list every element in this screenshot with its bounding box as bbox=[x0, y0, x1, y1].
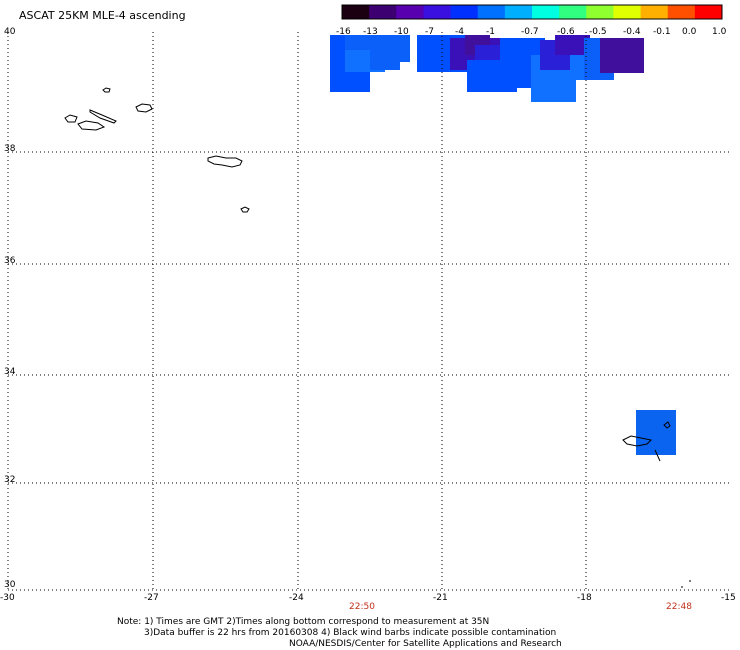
island-madeira bbox=[622, 435, 653, 447]
colorbar-swatch bbox=[342, 5, 370, 19]
colorbar-tick-label: -0.5 bbox=[589, 27, 607, 37]
lat-label-36: 36 bbox=[4, 256, 16, 266]
swath-cell bbox=[555, 35, 590, 55]
island-sao-jorge bbox=[89, 109, 117, 124]
colorbar-swatch bbox=[640, 5, 669, 19]
note-line-3: NOAA/NESDIS/Center for Satellite Applica… bbox=[289, 639, 562, 649]
colorbar-swatch bbox=[559, 5, 587, 19]
lat-label-38: 38 bbox=[4, 144, 16, 154]
lat-label-32: 32 bbox=[4, 475, 16, 485]
lon-label--18: -18 bbox=[577, 593, 592, 603]
lat-label-30: 30 bbox=[4, 580, 16, 590]
note-line-1: Note: 1) Times are GMT 2)Times along bot… bbox=[117, 617, 490, 627]
time-label-1: 22:50 bbox=[349, 602, 375, 612]
colorbar-swatch bbox=[423, 5, 452, 19]
colorbar-tick-label: -0.6 bbox=[557, 27, 575, 37]
colorbar-tick-label: -10 bbox=[394, 27, 409, 37]
madeira-wind-barb bbox=[654, 449, 661, 462]
lat-lon-grid bbox=[8, 32, 730, 590]
island-faial bbox=[64, 114, 78, 123]
colorbar-tick-label: -0.1 bbox=[653, 27, 671, 37]
lat-label-40: 40 bbox=[4, 27, 16, 37]
colorbar-tick-label: -7 bbox=[425, 27, 434, 37]
colorbar-swatch bbox=[667, 5, 696, 19]
lon-label--21: -21 bbox=[433, 593, 448, 603]
island-sao-miguel bbox=[207, 155, 243, 168]
lon-label--30: -30 bbox=[0, 593, 15, 603]
island-flores bbox=[102, 87, 111, 93]
lat-label-34: 34 bbox=[4, 367, 16, 377]
colorbar-tick-label: 0.0 bbox=[682, 27, 697, 37]
colorbar-swatch bbox=[586, 5, 614, 19]
time-label-2: 22:48 bbox=[666, 602, 692, 612]
swath-cell bbox=[600, 38, 644, 73]
coastlines bbox=[64, 87, 691, 588]
colorbar-tick-label: -1 bbox=[486, 27, 495, 37]
colorbar bbox=[341, 4, 723, 20]
island-terceira bbox=[135, 103, 153, 113]
lon-label--24: -24 bbox=[289, 593, 304, 603]
colorbar-swatch bbox=[532, 5, 560, 19]
colorbar-tick-label: -0.7 bbox=[521, 27, 539, 37]
colorbar-swatch bbox=[396, 5, 424, 19]
colorbar-swatch bbox=[369, 5, 397, 19]
island-santa-maria bbox=[240, 206, 250, 213]
lon-label--15: -15 bbox=[721, 593, 736, 603]
colorbar-tick-label: -0.4 bbox=[623, 27, 641, 37]
colorbar-tick-label: 1.0 bbox=[712, 27, 727, 37]
colorbar-tick-label: -13 bbox=[363, 27, 378, 37]
colorbar-swatch bbox=[477, 5, 506, 19]
colorbar-frame bbox=[341, 4, 723, 20]
colorbar-tick-label: -4 bbox=[455, 27, 464, 37]
island-pico bbox=[77, 120, 106, 131]
lon-label--27: -27 bbox=[144, 593, 159, 603]
colorbar-swatch bbox=[613, 5, 642, 19]
wind-swath-cells bbox=[330, 35, 676, 455]
island-porto-santo bbox=[663, 421, 671, 429]
colorbar-tick-label: -16 bbox=[336, 27, 351, 37]
colorbar-swatch bbox=[450, 5, 479, 19]
map-title: ASCAT 25KM MLE-4 ascending bbox=[19, 9, 186, 22]
swath-cell bbox=[636, 410, 676, 455]
colorbar-swatch bbox=[694, 5, 723, 19]
note-line-2: 3)Data buffer is 22 hrs from 20160308 4)… bbox=[144, 628, 557, 638]
swath-cell bbox=[370, 40, 400, 70]
colorbar-swatch bbox=[504, 5, 533, 19]
